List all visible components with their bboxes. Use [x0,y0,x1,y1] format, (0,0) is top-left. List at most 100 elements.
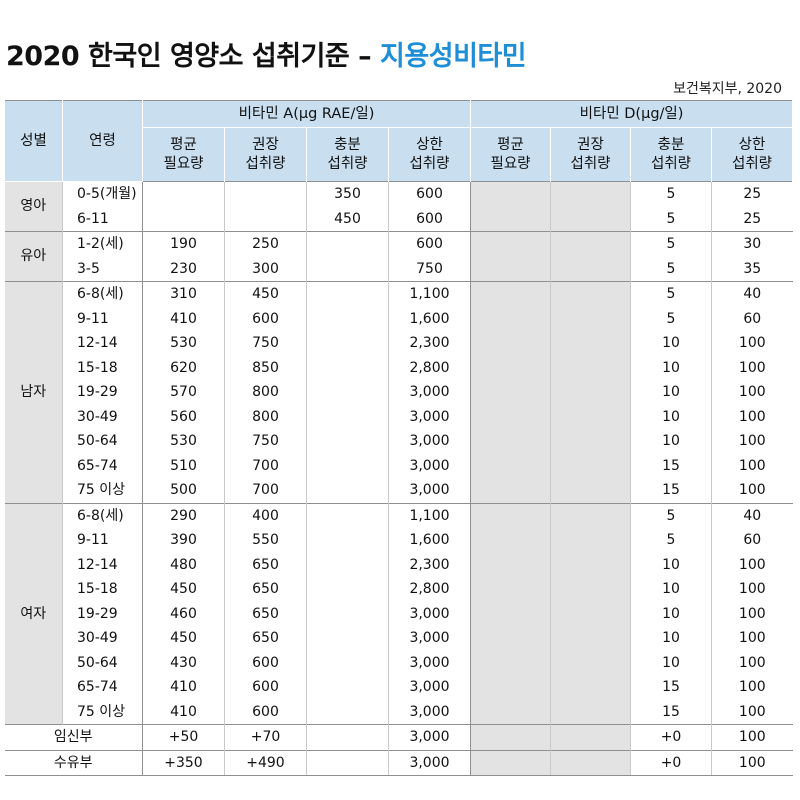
value-a-0: +50 [142,724,225,750]
table-row: 50-64 430 600 3,000 10 100 [5,650,793,675]
group-label: 남자 [4,281,63,503]
value-a-0: 410 [142,306,225,331]
value-a-2 [306,281,389,307]
value-a-0: 480 [142,552,225,577]
value-d-0 [470,749,551,776]
value-d-3: 60 [711,528,793,553]
value-a-3: 1,600 [387,306,471,331]
table-row: 9-11 410 600 1,600 5 60 [5,306,793,331]
value-a-0 [142,206,225,232]
age-cell: 30-49 [62,626,143,651]
value-a-2 [306,650,389,675]
value-d-2: 5 [630,181,712,207]
value-d-3: 100 [711,699,793,725]
value-a-3: 3,000 [387,404,471,429]
value-a-1: 550 [224,528,307,553]
value-d-3: 100 [711,601,793,626]
page-title: 2020 한국인 영양소 섭취기준 – 지용성비타민 [6,34,527,73]
value-a-2 [306,453,389,478]
value-d-3: 60 [711,306,793,331]
table-row: 75 이상 410 600 3,000 15 100 [5,699,793,725]
subheader-a-0: 평균 필요량 [142,127,225,182]
value-d-1 [550,256,631,282]
value-d-0 [470,331,551,356]
age-cell: 75 이상 [62,478,143,503]
value-d-3: 100 [711,429,793,454]
table-row: 6-11 450 600 5 25 [5,206,793,232]
value-a-0: 530 [142,429,225,454]
title-main: 2020 한국인 영양소 섭취기준 – [6,41,381,72]
value-a-3: 2,800 [387,355,471,380]
value-a-0: 510 [142,453,225,478]
table-row: 유아 1-2(세) 190 250 600 5 30 [4,231,793,282]
value-a-0: 450 [142,626,225,651]
value-d-1 [550,724,631,750]
value-a-2 [306,675,389,700]
subheader-d-3: 상한 섭취량 [711,127,794,182]
value-a-3: 3,000 [387,724,471,750]
value-a-2 [306,699,389,725]
value-a-1: 850 [224,355,307,380]
age-cell: 50-64 [62,429,143,454]
value-a-0: 500 [142,478,225,503]
age-cell: 15-18 [62,355,143,380]
value-a-2 [306,380,389,405]
value-d-1 [550,355,631,380]
table-row: 19-29 570 800 3,000 10 100 [5,380,793,405]
value-d-3: 100 [711,724,793,750]
value-a-3: 750 [387,256,471,282]
table-row: 30-49 560 800 3,000 10 100 [5,404,793,429]
value-d-3: 100 [711,404,793,429]
value-d-0 [470,355,551,380]
value-a-0: 410 [142,675,225,700]
value-a-0: 310 [142,281,225,307]
value-a-0: 410 [142,699,225,725]
value-a-1: 400 [224,502,307,528]
value-d-2: 10 [630,380,712,405]
value-d-2: 5 [630,256,712,282]
table-row: 19-29 460 650 3,000 10 100 [5,601,793,626]
value-a-1: 650 [224,626,307,651]
value-d-2: 10 [630,552,712,577]
value-d-3: 100 [711,626,793,651]
value-a-2 [306,552,389,577]
value-a-2 [306,331,389,356]
value-d-0 [470,650,551,675]
value-d-0 [470,231,551,257]
table-row: 수유부 +350 +490 3,000 +0 100 [4,749,793,776]
value-d-1 [550,528,631,553]
value-d-0 [470,528,551,553]
source-note: 보건복지부, 2020 [673,81,782,97]
value-d-2: 10 [630,429,712,454]
value-d-3: 35 [711,256,793,282]
age-cell: 9-11 [62,306,143,331]
value-d-0 [470,281,551,307]
subheader-d-0: 평균 필요량 [470,127,552,182]
value-a-2 [306,355,389,380]
value-a-1: 700 [224,453,307,478]
special-label: 수유부 [4,749,143,776]
value-d-0 [470,577,551,602]
value-d-1 [550,231,631,257]
value-a-1: 600 [224,306,307,331]
value-a-3: 1,100 [387,281,471,307]
value-d-0 [470,256,551,282]
value-a-3: 1,600 [387,528,471,553]
age-cell: 3-5 [62,256,143,282]
value-a-3: 2,300 [387,552,471,577]
value-a-0: 390 [142,528,225,553]
value-a-1: 600 [224,650,307,675]
value-d-1 [550,380,631,405]
value-d-3: 100 [711,749,793,776]
value-d-1 [550,749,631,776]
value-a-2 [306,502,389,528]
value-a-1: 600 [224,675,307,700]
value-a-2 [306,478,389,503]
value-a-1: +70 [224,724,307,750]
value-a-3: 2,800 [387,577,471,602]
value-a-2 [306,577,389,602]
value-d-2: 10 [630,601,712,626]
value-a-1: 650 [224,552,307,577]
table-row: 50-64 530 750 3,000 10 100 [5,429,793,454]
value-d-3: 100 [711,577,793,602]
